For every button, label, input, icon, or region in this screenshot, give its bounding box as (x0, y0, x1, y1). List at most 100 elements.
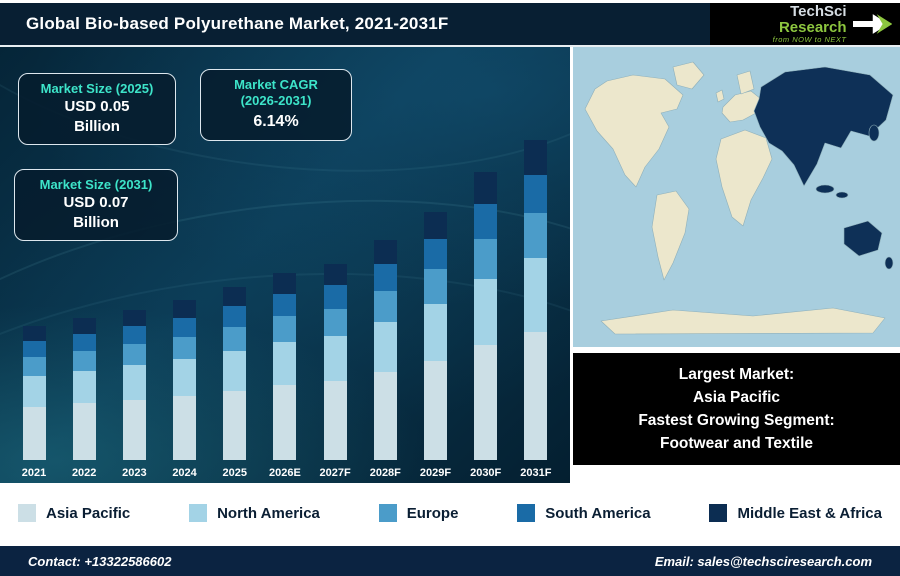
main-content: Market Size (2025) USD 0.05 Billion Mark… (0, 47, 900, 483)
bar-segment-middle-east-africa (373, 240, 397, 264)
bar-segment-europe (323, 309, 347, 336)
x-axis-label: 2026E (269, 467, 301, 479)
x-axis-label: 2030F (470, 467, 502, 479)
bar-segment-south-america (524, 175, 548, 213)
bar-column-2030f: 2030F (464, 172, 508, 479)
bar-segment-south-america (273, 294, 297, 316)
bar-segment-asia-pacific (173, 396, 197, 460)
bar-stack (72, 318, 96, 460)
bar-column-2022: 2022 (62, 318, 106, 479)
callout-line: Footwear and Textile (659, 435, 814, 453)
world-map (573, 47, 900, 347)
legend-label: South America (545, 504, 651, 522)
continent-australia-highlight (843, 220, 883, 257)
bar-segment-south-america (373, 264, 397, 291)
x-axis-label: 2022 (71, 467, 97, 479)
bar-stack (323, 264, 347, 460)
x-axis-label: 2027F (319, 467, 351, 479)
bar-column-2031f: 2031F (514, 140, 558, 479)
stat-label: Market Size (2031) (39, 177, 153, 192)
legend-swatch (378, 504, 397, 522)
legend-item-asia-pacific: Asia Pacific (18, 504, 130, 522)
bar-segment-middle-east-africa (173, 300, 197, 318)
bar-segment-north-america (373, 322, 397, 372)
techsci-logo: TechSci Research from NOW to NEXT (710, 3, 900, 45)
bar-segment-north-america (173, 359, 197, 396)
stat-market-cagr: Market CAGR (2026-2031) 6.14% (200, 69, 352, 141)
legend-label: North America (217, 504, 320, 522)
legend-swatch (189, 504, 208, 522)
bar-segment-europe (173, 337, 197, 359)
footer: Contact: +13322586602 Email: sales@techs… (0, 543, 900, 576)
bar-segment-north-america (223, 351, 247, 391)
bar-segment-north-america (122, 365, 146, 400)
bar-segment-middle-east-africa (122, 310, 146, 326)
bar-stack (22, 326, 46, 460)
callout-line: Fastest Growing Segment: (638, 412, 835, 429)
legend-item-middle-east-africa: Middle East & Africa (709, 504, 882, 522)
bar-stack (373, 240, 397, 460)
bar-segment-europe (122, 344, 146, 365)
bar-segment-asia-pacific (72, 403, 96, 460)
bar-stack (173, 300, 197, 460)
logo-brand-tech: TechSci (790, 3, 847, 21)
legend-swatch (709, 504, 728, 522)
bar-segment-asia-pacific (373, 372, 397, 460)
bar-segment-north-america (524, 258, 548, 332)
islands-philippines (835, 191, 849, 199)
stat-unit: Billion (73, 213, 119, 231)
stat-label: Market Size (2025) (40, 81, 154, 96)
x-axis-label: 2024 (172, 467, 197, 479)
bar-segment-europe (273, 316, 297, 342)
callout-line: Largest Market: (678, 365, 795, 383)
legend-item-south-america: South America (517, 504, 651, 522)
logo-arrow-icon (852, 14, 892, 34)
bar-segment-europe (474, 239, 498, 279)
bar-segment-middle-east-africa (273, 273, 297, 294)
bar-segment-middle-east-africa (424, 212, 447, 239)
logo-tagline: from NOW to NEXT (772, 34, 847, 44)
legend: Asia Pacific North America Europe South Ame… (0, 483, 900, 543)
bar-segment-south-america (72, 334, 96, 351)
bar-segment-north-america (474, 279, 498, 345)
stat-value: 6.14% (253, 113, 299, 131)
footer-email: Email: sales@techsciresearch.com (654, 553, 872, 569)
bar-stack (524, 140, 548, 460)
bar-column-2021: 2021 (12, 326, 56, 479)
bar-column-2023: 2023 (112, 310, 156, 479)
bar-column-2029f: 2029F (414, 212, 458, 479)
island-japan (868, 124, 880, 142)
bar-segment-south-america (323, 285, 347, 309)
bar-stack (122, 310, 146, 460)
bar-stack (424, 212, 447, 460)
stat-value: USD 0.07 (63, 193, 129, 211)
bar-segment-europe (223, 327, 247, 351)
bar-stack (273, 273, 297, 460)
island-new-zealand (884, 256, 894, 270)
bar-segment-asia-pacific (424, 361, 447, 460)
islands-indonesia (815, 184, 835, 194)
bar-segment-europe (424, 269, 447, 304)
bar-segment-south-america (474, 204, 498, 239)
bar-column-2025: 2025 (213, 287, 257, 479)
chart-panel: Market Size (2025) USD 0.05 Billion Mark… (0, 47, 570, 483)
bar-segment-europe (72, 351, 96, 371)
bar-segment-south-america (173, 318, 197, 337)
logo-text: TechSci Research from NOW to NEXT (720, 4, 847, 43)
bar-segment-middle-east-africa (22, 326, 46, 341)
bar-column-2026e: 2026E (263, 273, 307, 479)
bar-segment-south-america (22, 341, 46, 357)
stat-market-size-2025: Market Size (2025) USD 0.05 Billion (18, 73, 176, 146)
bar-segment-asia-pacific (524, 332, 548, 460)
bar-segment-asia-pacific (22, 407, 46, 460)
stat-market-size-2031: Market Size (2031) USD 0.07 Billion (14, 169, 178, 242)
bar-chart: 2021 2022 2023 2024 2025 2026E 2027F 2028F 2029F… (12, 140, 558, 479)
bar-segment-asia-pacific (323, 381, 347, 460)
bar-segment-asia-pacific (122, 400, 146, 460)
continent-south-america (651, 190, 690, 281)
stat-label: Market CAGR (234, 77, 318, 92)
x-axis-label: 2029F (419, 467, 452, 479)
bar-segment-asia-pacific (273, 385, 297, 460)
legend-label: Europe (406, 504, 459, 522)
header: Global Bio-based Polyurethane Market, 20… (0, 3, 900, 47)
